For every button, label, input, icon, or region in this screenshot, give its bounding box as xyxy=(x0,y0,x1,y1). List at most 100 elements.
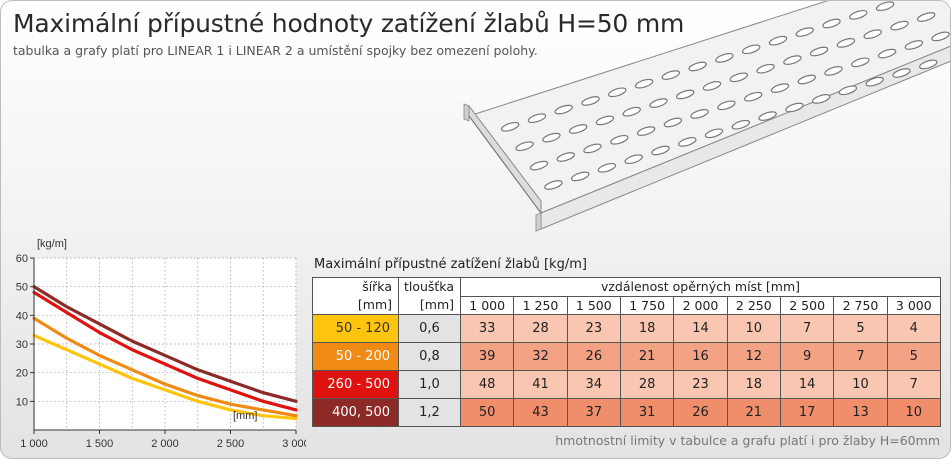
tray-slot xyxy=(743,91,763,102)
value-cell: 43 xyxy=(513,398,568,427)
value-cell: 48 xyxy=(459,370,515,399)
tray-slot xyxy=(836,38,856,48)
span-header: 2 750 xyxy=(833,295,888,315)
thickness-cell: 0,6 xyxy=(398,314,461,343)
value-cell: 18 xyxy=(619,314,675,343)
table-row: 260 - 500 1,0 48 41 34 28 23 18 14 10 7 xyxy=(312,370,942,399)
value-cell: 28 xyxy=(619,370,675,399)
tray-slot xyxy=(688,61,707,72)
tray-slot xyxy=(542,132,561,143)
value-cell: 14 xyxy=(779,370,835,399)
tray-slot xyxy=(795,27,814,37)
tray-slot xyxy=(756,63,775,74)
series-line-2 xyxy=(32,290,298,412)
value-cell: 23 xyxy=(673,370,728,399)
tray-slot xyxy=(758,111,777,121)
tray-slot xyxy=(704,128,724,139)
value-cell: 28 xyxy=(513,314,568,343)
span-header: 3 000 xyxy=(886,295,942,315)
tray-slot xyxy=(785,102,804,113)
load-table: šířka [mm] tloušťka [mm] vzdálenost opěr… xyxy=(312,277,942,427)
tray-slot xyxy=(702,81,722,91)
value-cell: 9 xyxy=(779,342,835,371)
value-cell: 12 xyxy=(726,342,781,371)
tray-slot xyxy=(568,124,588,134)
value-cell: 7 xyxy=(886,370,942,399)
value-cell: 39 xyxy=(459,342,515,371)
tray-slot xyxy=(634,78,654,89)
y-tick-label: 10 xyxy=(16,396,28,408)
tray-slot xyxy=(624,154,643,165)
tray-slot xyxy=(717,100,736,111)
value-cell: 37 xyxy=(566,398,621,427)
tray-slot xyxy=(822,18,841,29)
tray-slot xyxy=(863,29,882,40)
tray-slot xyxy=(838,85,858,96)
value-cell: 7 xyxy=(779,314,835,343)
table-caption: Maximální přípustné zatížení žlabů [kg/m… xyxy=(314,257,587,272)
tray-slot xyxy=(651,145,670,156)
tray-slot xyxy=(851,57,870,68)
tray-slot xyxy=(770,83,790,93)
tray-slot xyxy=(877,48,897,59)
tray-slot xyxy=(865,76,884,87)
width-cell: 400, 500 xyxy=(312,398,399,427)
tray-slot xyxy=(554,104,573,115)
value-cell: 21 xyxy=(726,398,781,427)
span-header: 2 000 xyxy=(673,295,728,315)
x-tick-label: 2 000 xyxy=(151,438,179,450)
tray-slot xyxy=(529,160,549,171)
header-width-label: šířka xyxy=(362,279,392,294)
thickness-cell: 0,8 xyxy=(398,342,461,371)
span-header: 1 500 xyxy=(566,295,621,315)
tray-slot xyxy=(581,96,600,106)
tray-slot xyxy=(595,115,615,126)
tray-slot xyxy=(731,119,751,130)
value-cell: 41 xyxy=(513,370,568,399)
span-header: 1 250 xyxy=(513,295,568,315)
header-width: šířka [mm] xyxy=(312,277,399,315)
value-cell: 5 xyxy=(886,342,942,371)
tray-slot xyxy=(931,31,950,42)
tray-slot xyxy=(919,59,938,70)
page-subtitle: tabulka a grafy platí pro LINEAR 1 i LIN… xyxy=(13,43,538,58)
tray-slot xyxy=(715,53,734,63)
tray-slot xyxy=(649,98,668,108)
series-line-0 xyxy=(32,333,298,421)
tray-slot xyxy=(661,70,681,80)
y-tick-label: 20 xyxy=(16,368,28,380)
value-cell: 17 xyxy=(779,398,835,427)
width-cell: 50 - 120 xyxy=(312,314,399,343)
tray-slot xyxy=(783,55,802,65)
x-tick-label: 1 000 xyxy=(20,438,48,450)
value-cell: 26 xyxy=(566,342,621,371)
tray-slot xyxy=(741,44,761,55)
value-cell: 50 xyxy=(459,398,515,427)
value-cell: 33 xyxy=(459,314,515,343)
value-cell: 18 xyxy=(726,370,781,399)
tray-slot xyxy=(875,1,895,12)
table-row: 400, 500 1,2 50 43 37 31 26 21 17 13 10 xyxy=(312,398,942,427)
tray-slot xyxy=(636,126,656,136)
page-title: Maximální přípustné hodnoty zatížení žla… xyxy=(13,9,685,38)
tray-slot xyxy=(515,141,534,152)
load-chart: 10 20 30 40 50 60 1 000 1 500 2 000 2 500 3 000 [… xyxy=(16,238,306,450)
tray-slot xyxy=(500,121,520,132)
header-span: vzdálenost opěrných míst [mm] xyxy=(460,277,941,297)
tray-slot xyxy=(608,87,627,98)
tray-slot xyxy=(811,94,831,104)
tray-slot xyxy=(556,152,576,162)
value-cell: 32 xyxy=(513,342,568,371)
width-cell: 260 - 500 xyxy=(312,370,399,399)
value-cell: 34 xyxy=(566,370,621,399)
value-cell: 5 xyxy=(833,314,888,343)
header-thickness-unit: [mm] xyxy=(419,297,454,312)
header-thickness: tloušťka [mm] xyxy=(398,277,461,315)
chart-grid xyxy=(34,257,297,430)
header-width-unit: [mm] xyxy=(357,297,392,312)
span-header: 2 250 xyxy=(726,295,781,315)
tray-slot xyxy=(849,9,868,20)
plot-area xyxy=(34,258,296,430)
tray-slot xyxy=(597,162,617,173)
